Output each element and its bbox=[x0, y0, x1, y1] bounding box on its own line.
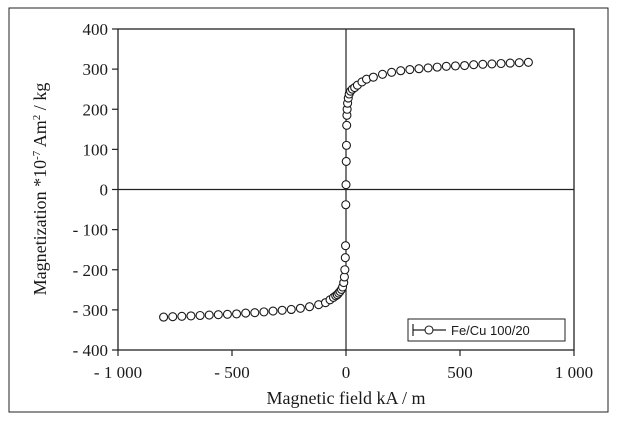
x-axis-ticks: - 1 000 - 500 0 500 1 000 bbox=[94, 350, 593, 382]
x-axis-label: Magnetic field kA / m bbox=[267, 388, 426, 408]
data-point bbox=[177, 311, 187, 321]
y-tick-label: 300 bbox=[83, 60, 109, 79]
data-point bbox=[340, 253, 350, 263]
data-points bbox=[159, 57, 533, 322]
y-tick-label: 0 bbox=[100, 181, 109, 200]
y-tick-label: - 400 bbox=[73, 341, 108, 360]
y-axis-label-main: Magnetization *10 bbox=[30, 160, 50, 295]
legend-label: Fe/Cu 100/20 bbox=[451, 323, 530, 338]
data-point bbox=[340, 265, 350, 275]
data-point bbox=[204, 310, 214, 320]
data-point bbox=[405, 64, 415, 75]
data-point bbox=[304, 302, 315, 312]
y-axis-label: Magnetization *10-7 Am2 / kg bbox=[30, 83, 50, 296]
legend-marker bbox=[424, 325, 434, 335]
data-point bbox=[441, 61, 451, 71]
data-point bbox=[387, 67, 397, 77]
data-point bbox=[341, 180, 351, 190]
data-point bbox=[423, 63, 433, 73]
data-point bbox=[295, 303, 305, 313]
data-point bbox=[341, 156, 351, 166]
data-point bbox=[241, 308, 251, 318]
y-axis-ticks: 400 300 200 100 0 - 100 - 200 - 300 - 400 bbox=[73, 20, 118, 360]
data-point bbox=[460, 60, 470, 71]
data-point bbox=[342, 120, 352, 130]
y-axis-label-unit-exponent: 2 bbox=[31, 115, 43, 121]
y-tick-label: 400 bbox=[83, 20, 109, 39]
y-axis-label-exponent: -7 bbox=[31, 150, 43, 160]
data-point bbox=[368, 72, 378, 82]
y-tick-label: 100 bbox=[83, 140, 109, 159]
data-point bbox=[514, 58, 524, 68]
x-tick-label: 0 bbox=[342, 363, 351, 382]
legend: Fe/Cu 100/20 bbox=[407, 318, 566, 342]
legend-box bbox=[407, 318, 566, 342]
data-point bbox=[232, 309, 242, 319]
data-point bbox=[469, 60, 479, 70]
data-point bbox=[250, 308, 260, 318]
data-point bbox=[213, 310, 223, 320]
y-axis-label-end: / kg bbox=[30, 83, 50, 115]
x-tick-label: 500 bbox=[447, 363, 473, 382]
data-point bbox=[377, 69, 388, 79]
data-point bbox=[277, 305, 287, 315]
data-point bbox=[186, 311, 196, 321]
data-point bbox=[478, 59, 488, 69]
data-point bbox=[168, 312, 178, 322]
y-axis-label-unit: Am bbox=[30, 120, 50, 151]
data-point bbox=[450, 61, 460, 71]
data-point bbox=[259, 307, 269, 317]
y-tick-label: - 200 bbox=[73, 261, 108, 280]
x-tick-label: - 500 bbox=[214, 363, 249, 382]
data-point bbox=[222, 309, 232, 319]
data-point bbox=[505, 58, 515, 68]
data-point bbox=[195, 310, 205, 321]
y-tick-label: - 300 bbox=[73, 301, 108, 320]
x-tick-label: 1 000 bbox=[555, 363, 593, 382]
data-point bbox=[268, 306, 278, 316]
data-point bbox=[496, 58, 506, 69]
data-point bbox=[432, 62, 442, 72]
data-point bbox=[487, 59, 497, 69]
data-point bbox=[286, 304, 296, 315]
data-point bbox=[396, 66, 406, 76]
y-tick-label: - 100 bbox=[73, 221, 108, 240]
x-tick-label: - 1 000 bbox=[94, 363, 142, 382]
data-point bbox=[414, 64, 424, 74]
zero-lines bbox=[118, 29, 574, 350]
data-point bbox=[340, 241, 351, 251]
data-point bbox=[341, 200, 351, 210]
data-point bbox=[159, 312, 169, 322]
data-point bbox=[341, 140, 352, 150]
y-tick-label: 200 bbox=[83, 100, 109, 119]
data-point bbox=[523, 57, 533, 67]
